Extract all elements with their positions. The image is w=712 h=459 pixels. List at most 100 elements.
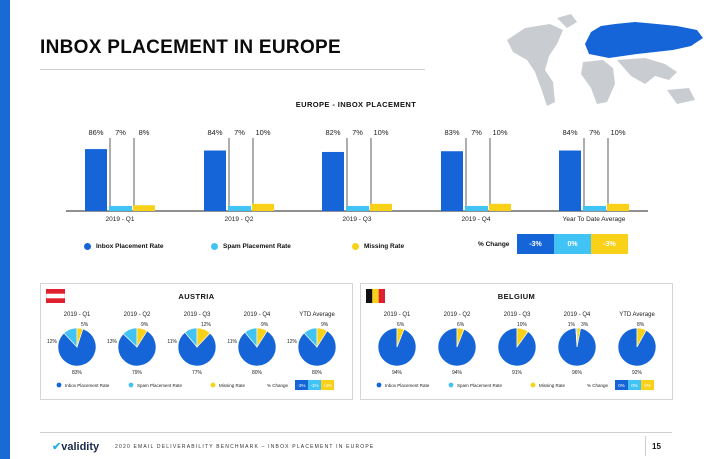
map-africa-shape	[581, 60, 615, 104]
belgium-flag	[366, 289, 385, 303]
bar-data-label: 82%	[325, 128, 340, 137]
pie-slice-inbox	[237, 330, 277, 367]
pie-period-label: 2019 - Q2	[124, 312, 151, 318]
bar-inbox	[322, 151, 344, 211]
pie-period-label: 2019 - Q2	[444, 312, 471, 318]
map-greenland-shape	[557, 14, 577, 28]
mini-legend-spam-dot	[128, 382, 134, 388]
bar-missing	[370, 203, 392, 211]
change-label: % Change	[478, 241, 510, 248]
legend-missing-dot	[352, 242, 359, 250]
mini-change-box	[628, 380, 641, 390]
bar-inbox	[85, 149, 107, 211]
pie-inbox-label: 92%	[632, 370, 643, 376]
pie-missing-label: 3%	[581, 322, 589, 328]
bar-inbox	[559, 150, 581, 211]
pie-period-label: YTD Average	[619, 312, 655, 318]
austria-pie-charts: 2019 - Q1 83% 5% 12% 2019 - Q2 79% 9% 13% 2019 -…	[47, 312, 337, 390]
change-inbox-box: -3%	[517, 234, 554, 254]
bar-data-label: 7%	[471, 128, 482, 137]
mini-change-label: % Change	[267, 383, 289, 388]
bar-spam	[228, 205, 251, 211]
mini-change-box	[615, 380, 628, 390]
legend-spam-dot	[211, 242, 218, 250]
belgium-pie-charts: 2019 - Q1 94% 6% 2019 - Q2 94% 6% 2019 - Q3 91%…	[376, 312, 657, 390]
mini-change-box	[295, 380, 308, 390]
change-spam-box: 0%	[554, 234, 591, 254]
bar-data-label: 8%	[139, 128, 150, 137]
pie-slice-missing	[316, 327, 328, 349]
europe-map-graphic	[507, 14, 703, 106]
pie-inbox-label: 83%	[72, 370, 83, 376]
bar-missing	[607, 203, 629, 211]
bar-data-label: 10%	[373, 128, 388, 137]
pie-missing-label: 9%	[141, 322, 149, 328]
bar-data-label: 7%	[352, 128, 363, 137]
pie-slice-missing	[636, 327, 647, 348]
pie-period-label: 2019 - Q3	[184, 312, 211, 318]
bar-data-label: 10%	[255, 128, 270, 137]
bar-data-label: 10%	[610, 128, 625, 137]
pie-inbox-label: 94%	[452, 370, 463, 376]
pie-slice-missing	[256, 327, 268, 349]
legend-spam-label: Spam Placement Rate	[223, 242, 291, 250]
mini-change-box	[321, 380, 334, 390]
bar-data-label: 7%	[115, 128, 126, 137]
mini-change-value: -1%	[310, 383, 318, 388]
pie-slice-missing	[396, 327, 405, 348]
logo-text: validity	[61, 441, 100, 453]
pie-slice-inbox	[117, 330, 157, 367]
bar-spam	[109, 205, 132, 211]
pie-missing-label: 12%	[201, 322, 212, 328]
pie-spam-label: 13%	[107, 339, 118, 345]
legend-spam: Spam Placement Rate	[211, 239, 291, 253]
brand-side-bar	[0, 0, 10, 459]
map-europe-russia-shape	[585, 22, 703, 58]
footer-text: 2020 EMAIL DELIVERABILITY BENCHMARK – IN…	[115, 444, 375, 450]
mini-change-label: % Change	[587, 383, 609, 388]
pie-inbox-label: 91%	[512, 370, 523, 376]
mini-legend-spam-label: Spam Placement Rate	[457, 383, 503, 388]
mini-legend-spam-dot	[448, 382, 454, 388]
bar-data-label: 7%	[589, 128, 600, 137]
mini-legend-inbox-dot	[376, 382, 382, 388]
page-number: 15	[652, 442, 661, 451]
bar-missing	[252, 203, 274, 211]
belgium-panel: BELGIUM 2019 - Q1 94% 6% 2019 - Q2 94% 6% 2019…	[360, 283, 673, 400]
bar-data-label: 84%	[562, 128, 577, 137]
pie-period-label: 2019 - Q4	[244, 312, 271, 318]
map-americas-shape	[507, 24, 563, 106]
pie-inbox-label: 77%	[192, 370, 203, 376]
mini-legend-missing-dot	[530, 382, 536, 388]
legend-inbox: Inbox Placement Rate	[84, 239, 164, 253]
bar-data-label: 10%	[492, 128, 507, 137]
bar-missing	[489, 203, 511, 211]
pie-spam-label: 11%	[167, 339, 177, 345]
footer-separator	[645, 436, 646, 456]
pie-period-label: 2019 - Q3	[504, 312, 531, 318]
title-divider	[40, 69, 425, 70]
x-tick-label: Year To Date Average	[563, 216, 626, 223]
pie-missing-label: 9%	[261, 322, 269, 328]
pie-spam-label: 11%	[227, 339, 237, 345]
belgium-title: BELGIUM	[497, 292, 536, 301]
x-tick-label: 2019 - Q1	[106, 216, 135, 223]
mini-legend-inbox-label: Inbox Placement Rate	[65, 383, 110, 388]
mini-legend-inbox-label: Inbox Placement Rate	[385, 383, 430, 388]
pie-spam-label: 1%	[568, 322, 576, 328]
mini-legend-spam-label: Spam Placement Rate	[137, 383, 183, 388]
change-missing-box: -3%	[591, 234, 628, 254]
mini-change-value: 0%	[631, 383, 638, 388]
mini-change-value: -3%	[297, 383, 305, 388]
bar-inbox	[441, 151, 463, 211]
pie-period-label: 2019 - Q1	[384, 312, 411, 318]
mini-change-value: 0%	[644, 383, 651, 388]
page-title: INBOX PLACEMENT IN EUROPE	[40, 37, 341, 58]
map-asia-shape	[617, 58, 677, 84]
bar-spam	[465, 205, 488, 211]
bar-data-label: 84%	[207, 128, 222, 137]
bar-data-label: 86%	[88, 128, 103, 137]
pie-slice-inbox	[177, 331, 217, 367]
bar-spam	[583, 205, 606, 211]
bar-missing	[133, 205, 155, 211]
